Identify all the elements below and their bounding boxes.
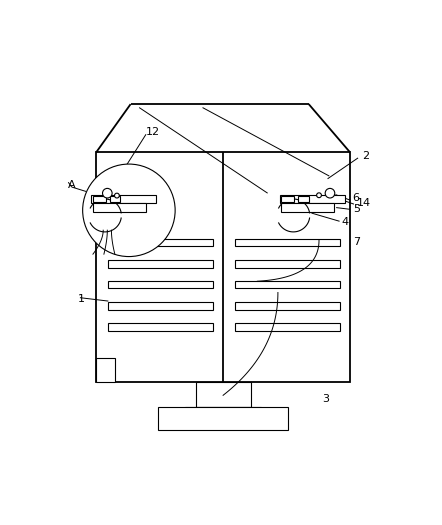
Text: 12: 12 <box>146 127 160 136</box>
Text: 2: 2 <box>362 151 369 161</box>
Bar <box>110 196 120 203</box>
Bar <box>158 407 288 429</box>
Circle shape <box>83 164 175 257</box>
Text: 4: 4 <box>341 217 348 227</box>
Bar <box>96 358 115 382</box>
Bar <box>108 323 213 331</box>
Bar <box>96 152 350 382</box>
Circle shape <box>325 188 335 198</box>
Text: 1: 1 <box>77 295 84 304</box>
Bar <box>282 204 335 213</box>
Bar <box>280 195 345 204</box>
Bar <box>282 196 294 203</box>
Circle shape <box>114 193 119 198</box>
Bar <box>235 281 339 288</box>
Bar <box>196 382 251 407</box>
Bar <box>235 239 339 246</box>
Circle shape <box>316 193 321 197</box>
Circle shape <box>103 188 112 198</box>
Bar <box>186 407 261 416</box>
Text: 6: 6 <box>353 193 360 203</box>
Bar <box>298 196 309 203</box>
Bar <box>235 260 339 268</box>
Text: A: A <box>68 180 76 190</box>
Bar <box>93 196 106 203</box>
Bar <box>108 281 213 288</box>
Bar <box>235 323 339 331</box>
Bar <box>108 302 213 310</box>
Text: 3: 3 <box>323 394 329 404</box>
Bar <box>235 302 339 310</box>
Text: 14: 14 <box>357 198 371 208</box>
Text: 5: 5 <box>353 204 360 214</box>
Bar <box>108 260 213 268</box>
Bar <box>108 239 213 246</box>
Bar <box>93 204 146 213</box>
Text: 7: 7 <box>353 237 360 247</box>
Bar <box>91 195 156 204</box>
